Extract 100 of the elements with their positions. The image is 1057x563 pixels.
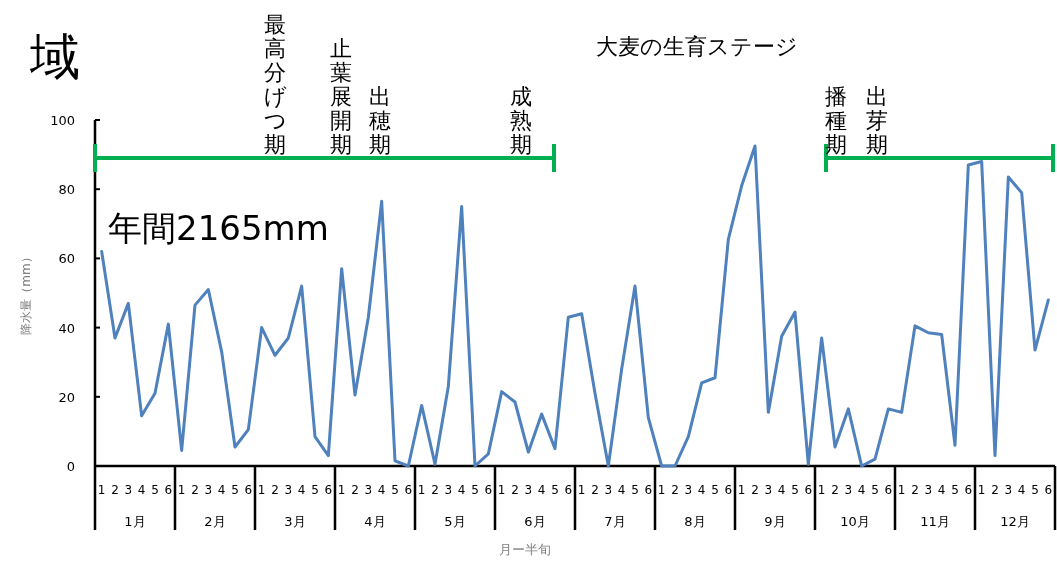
- x-tick-label: 3: [604, 483, 613, 497]
- x-tick-label: 6: [484, 483, 493, 497]
- x-tick-label: 4: [1017, 483, 1026, 497]
- x-tick-label: 5: [951, 483, 959, 497]
- x-tick-label: 6: [804, 483, 813, 497]
- x-tick-label: 6: [1044, 483, 1053, 497]
- x-tick-label: 1: [337, 483, 346, 497]
- x-tick-label: 5: [791, 483, 799, 497]
- x-tick-label: 3: [924, 483, 933, 497]
- x-tick-label: 2: [831, 483, 839, 497]
- x-tick-label: 3: [364, 483, 373, 497]
- x-tick-label: 6: [724, 483, 733, 497]
- x-tick-label: 3: [1004, 483, 1013, 497]
- y-tick-label: 80: [58, 182, 75, 198]
- annotation: 成熟期: [510, 84, 532, 157]
- x-axis-title: 月ー半旬: [499, 542, 551, 557]
- x-tick-label: 4: [537, 483, 546, 497]
- x-tick-label: 2: [671, 483, 679, 497]
- x-tick-label: 2: [431, 483, 439, 497]
- text: 11月: [920, 514, 950, 529]
- x-tick-label: 1: [577, 483, 586, 497]
- x-tick-label: 4: [777, 483, 786, 497]
- x-tick-label: 4: [297, 483, 306, 497]
- x-tick-label: 3: [444, 483, 453, 497]
- y-tick-label: 60: [58, 251, 75, 267]
- text: 7月: [604, 514, 626, 529]
- x-tick-label: 5: [711, 483, 719, 497]
- x-tick-label: 2: [191, 483, 199, 497]
- x-tick-label: 5: [631, 483, 639, 497]
- x-tick-label: 1: [97, 483, 106, 497]
- x-tick-label: 5: [871, 483, 879, 497]
- x-tick-label: 6: [404, 483, 413, 497]
- text: 4月: [364, 514, 386, 529]
- x-tick-label: 3: [204, 483, 213, 497]
- x-tick-label: 1: [817, 483, 826, 497]
- text: 9月: [764, 514, 786, 529]
- x-tick-label: 5: [391, 483, 399, 497]
- x-tick-label: 3: [524, 483, 533, 497]
- x-tick-label: 4: [937, 483, 946, 497]
- annotation: 出芽期: [866, 84, 888, 157]
- x-tick-label: 2: [111, 483, 119, 497]
- x-tick-label: 2: [751, 483, 759, 497]
- y-tick-label: 0: [66, 459, 75, 474]
- x-tick-label: 2: [271, 483, 279, 497]
- x-tick-label: 1: [497, 483, 506, 497]
- annotation: 播種期: [825, 84, 847, 157]
- x-tick-label: 5: [551, 483, 559, 497]
- x-tick-label: 5: [311, 483, 319, 497]
- x-tick-label: 4: [697, 483, 706, 497]
- x-tick-label: 2: [511, 483, 519, 497]
- x-tick-label: 4: [377, 483, 386, 497]
- x-tick-label: 1: [417, 483, 426, 497]
- text: 5月: [444, 514, 466, 529]
- x-tick-label: 2: [351, 483, 359, 497]
- x-tick-label: 3: [124, 483, 133, 497]
- y-tick-label: 40: [58, 320, 75, 336]
- x-tick-label: 2: [911, 483, 919, 497]
- x-tick-label: 6: [564, 483, 573, 497]
- x-tick-label: 6: [964, 483, 973, 497]
- x-tick-label: 6: [884, 483, 893, 497]
- x-tick-label: 1: [737, 483, 746, 497]
- text: 1月: [124, 514, 146, 529]
- x-tick-label: 6: [244, 483, 253, 497]
- x-tick-label: 1: [897, 483, 906, 497]
- x-tick-label: 5: [1031, 483, 1039, 497]
- x-tick-label: 4: [137, 483, 146, 497]
- x-tick-label: 2: [591, 483, 599, 497]
- text: 6月: [524, 514, 546, 529]
- chart-title: 域: [29, 28, 80, 86]
- x-tick-label: 3: [844, 483, 853, 497]
- text: 8月: [684, 514, 706, 529]
- text: 2月: [204, 514, 226, 529]
- x-tick-label: 4: [217, 483, 226, 497]
- x-tick-label: 4: [457, 483, 466, 497]
- x-tick-label: 6: [324, 483, 333, 497]
- x-tick-label: 6: [164, 483, 173, 497]
- y-tick-label: 100: [50, 113, 75, 128]
- x-tick-label: 3: [684, 483, 693, 497]
- x-tick-label: 1: [257, 483, 266, 497]
- y-tick-label: 20: [58, 389, 75, 405]
- annotation: 止葉展開期: [330, 36, 352, 157]
- annotation: 年間2165mm: [108, 208, 329, 248]
- x-tick-label: 3: [284, 483, 293, 497]
- text: 3月: [284, 514, 306, 529]
- text: 12月: [1000, 514, 1030, 529]
- x-tick-label: 5: [471, 483, 479, 497]
- annotation: 出穂期: [369, 84, 391, 157]
- x-tick-label: 5: [151, 483, 159, 497]
- x-tick-label: 3: [764, 483, 773, 497]
- x-tick-label: 4: [617, 483, 626, 497]
- x-tick-label: 6: [644, 483, 653, 497]
- x-tick-label: 2: [991, 483, 999, 497]
- annotation: 最高分げつ期: [263, 12, 287, 157]
- x-tick-label: 1: [177, 483, 186, 497]
- text: 大麦の生育ステージ: [596, 34, 798, 59]
- x-tick-label: 1: [977, 483, 986, 497]
- x-tick-label: 1: [657, 483, 666, 497]
- y-axis-title: 降水量（mm）: [19, 251, 33, 335]
- x-tick-label: 5: [231, 483, 239, 497]
- x-tick-label: 4: [857, 483, 866, 497]
